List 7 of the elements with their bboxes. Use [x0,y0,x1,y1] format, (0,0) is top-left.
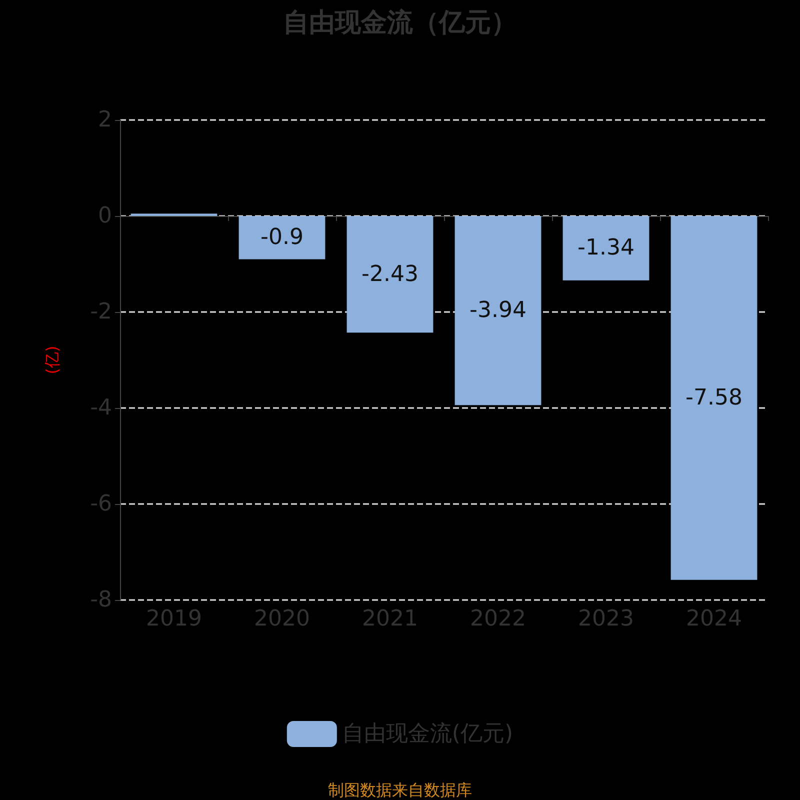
data-label: -2.43 [362,262,418,287]
text: 制图数据来自数据库 [328,780,472,800]
data-label: -7.58 [686,385,742,410]
data-label: -0.9 [260,225,304,250]
data-label: -1.34 [578,236,634,261]
y-axis-title: (亿) [42,346,62,374]
data-label: -3.94 [470,298,526,324]
